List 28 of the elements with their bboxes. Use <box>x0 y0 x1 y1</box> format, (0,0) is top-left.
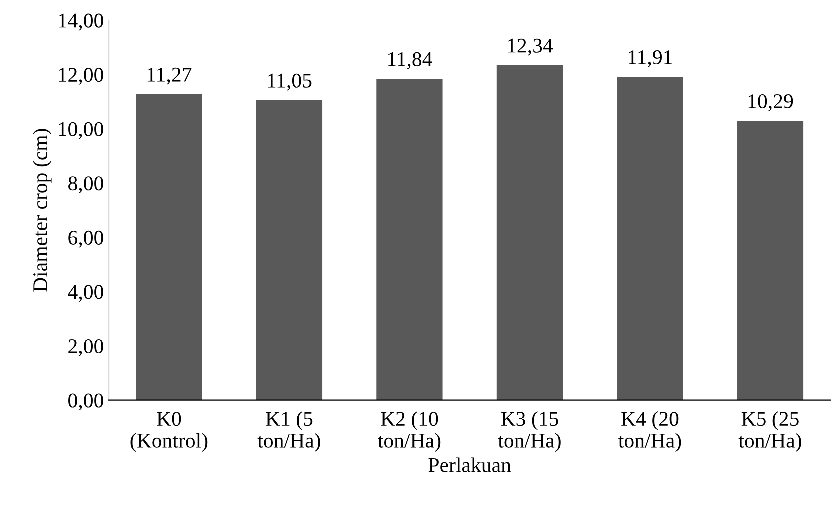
data-label: 11,27 <box>148 68 192 85</box>
x-tick-label: K5 (25 ton/Ha) <box>738 411 802 452</box>
x-axis-title: Perlakuan <box>428 458 512 472</box>
bar <box>376 79 443 400</box>
y-tick-label: 12,00 <box>59 68 104 86</box>
y-tick-label: 0,00 <box>68 394 104 411</box>
y-tick-label: 4,00 <box>68 285 104 302</box>
y-tick-label: 6,00 <box>68 230 104 248</box>
x-tick-label: K4 (20 ton/Ha) <box>618 411 682 452</box>
bar <box>617 77 684 400</box>
bar <box>136 94 202 400</box>
data-label: 11,84 <box>388 52 432 70</box>
y-tick-label: 2,00 <box>68 339 104 357</box>
x-tick-label: K1 (5 ton/Ha) <box>258 411 320 452</box>
x-tick-label: K3 (15 ton/Ha) <box>498 411 561 452</box>
data-label: 11,05 <box>268 74 312 91</box>
y-tick-label: 8,00 <box>68 176 104 194</box>
bar <box>496 65 564 400</box>
x-tick-label: K0 (Kontrol) <box>130 412 208 452</box>
bar <box>256 100 323 400</box>
y-tick-label: 10,00 <box>59 122 104 140</box>
data-label: 11,91 <box>629 50 672 68</box>
bar <box>737 121 804 400</box>
data-label: 10,29 <box>748 94 794 112</box>
data-label: 12,34 <box>508 38 554 56</box>
y-axis-title: Diameter crop (cm) <box>32 129 52 292</box>
y-tick-label: 14,00 <box>59 14 104 31</box>
x-tick-label: K2 (10 ton/Ha) <box>378 411 441 452</box>
